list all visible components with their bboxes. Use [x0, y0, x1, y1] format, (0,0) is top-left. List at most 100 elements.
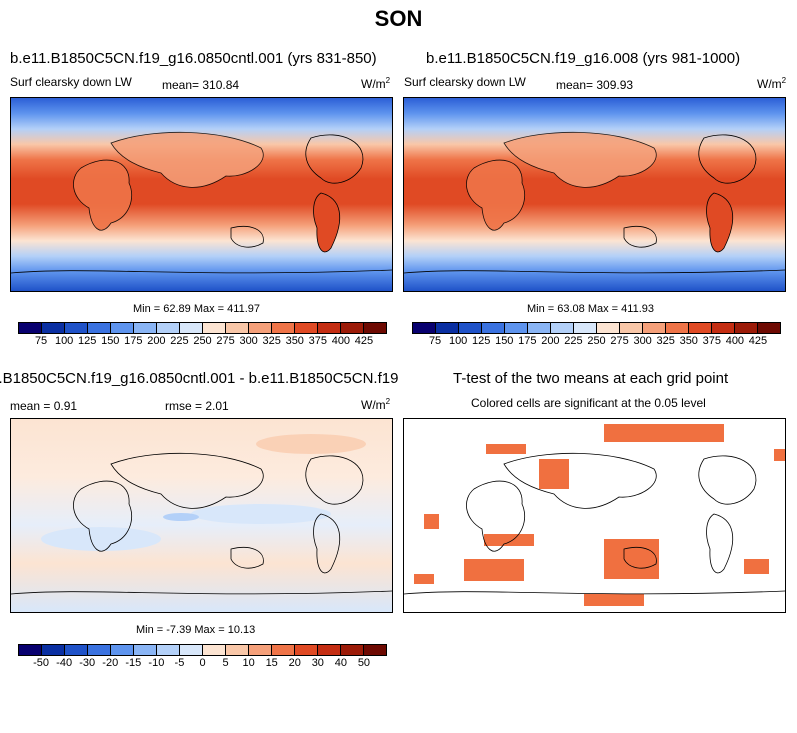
colorbar-tick-label: 300 [633, 335, 652, 347]
season-title: SON [374, 6, 423, 31]
colorbar-tick-label: 325 [656, 335, 675, 347]
colorbar-segment [620, 323, 643, 333]
panel3-field [11, 419, 392, 612]
panel1-title: b.e11.B1850C5CN.f19_g16.0850cntl.001 (yr… [10, 50, 377, 67]
panel3-map [10, 418, 393, 613]
colorbar-segment [226, 323, 249, 333]
colorbar-segment [295, 645, 318, 655]
colorbar-tick-label: 325 [262, 335, 281, 347]
colorbar-tick-label: 0 [199, 657, 206, 669]
colorbar-segment [341, 645, 364, 655]
panel4-subtitle: Colored cells are significant at the 0.0… [471, 396, 706, 410]
colorbar-segment [157, 323, 180, 333]
colorbar-tick-label: 425 [748, 335, 768, 347]
colorbar-tick-label: -30 [79, 657, 96, 669]
panel4-title: T-test of the two means at each grid poi… [453, 370, 729, 387]
panel2-minmax: Min = 63.08 Max = 411.93 [527, 303, 654, 315]
panel2-map [403, 97, 786, 292]
panel4-field [404, 419, 785, 612]
colorbar-segment [65, 323, 88, 333]
colorbar-tick-label: -5 [174, 657, 185, 669]
panel1-map [10, 97, 393, 292]
colorbar-segment [111, 645, 134, 655]
colorbar-segment [42, 323, 65, 333]
colorbar-segment [203, 323, 226, 333]
colorbar-segment [295, 323, 318, 333]
colorbar-segment [505, 323, 528, 333]
colorbar-segment [597, 323, 620, 333]
colorbar-tick-label: 375 [308, 335, 327, 347]
panel3-title: b.e11.B1850C5CN.f19_g16.0850cntl.001 - b… [0, 370, 398, 387]
colorbar-segment [180, 645, 203, 655]
colorbar-tick-label: 150 [101, 335, 120, 347]
colorbar-segment [341, 323, 364, 333]
colorbar-segment [272, 645, 295, 655]
colorbar-segment [364, 645, 386, 655]
panel3-title-clip: b.e11.B1850C5CN.f19_g16.0850cntl.001 - b… [0, 370, 398, 390]
colorbar-tick-label: 150 [495, 335, 514, 347]
colorbar-segment [364, 323, 386, 333]
colorbar-segment [111, 323, 134, 333]
panel1-units: W/m2 [361, 76, 391, 91]
colorbar-segment [42, 645, 65, 655]
colorbar-tick-label: 200 [147, 335, 166, 347]
colorbar-tick-label: 200 [541, 335, 560, 347]
colorbar-segment [436, 323, 459, 333]
colorbar-tick-label: 350 [679, 335, 698, 347]
colorbar-tick-label: 5 [222, 657, 229, 669]
colorbar-tick-label: 350 [285, 335, 304, 347]
colorbar-segment [134, 323, 157, 333]
colorbar-segment [203, 645, 226, 655]
colorbar-segment [88, 323, 111, 333]
colorbar-segment [735, 323, 758, 333]
colorbar-tick-label: 50 [357, 657, 371, 669]
colorbar-segment [528, 323, 551, 333]
colorbar-segment [318, 323, 341, 333]
colorbar-segment [157, 645, 180, 655]
panel4-map [403, 418, 786, 613]
colorbar-segment [758, 323, 780, 333]
panel2-units: W/m2 [757, 76, 787, 91]
colorbar-segment [134, 645, 157, 655]
colorbar-tick-label: 400 [331, 335, 351, 347]
panel3-rmse: rmse = 2.01 [165, 399, 229, 413]
colorbar-tick-label: -40 [56, 657, 73, 669]
colorbar-tick-label: -10 [148, 657, 165, 669]
colorbar-tick-label: 175 [124, 335, 143, 347]
panel1-colorbar [18, 322, 387, 334]
colorbar-tick-label: 125 [78, 335, 97, 347]
colorbar-tick-label: 125 [472, 335, 491, 347]
panel2-colorbar [412, 322, 781, 334]
colorbar-segment [574, 323, 597, 333]
colorbar-tick-label: 30 [311, 657, 324, 669]
colorbar-segment [226, 645, 249, 655]
colorbar-segment [65, 645, 88, 655]
colorbar-tick-label: 250 [193, 335, 212, 347]
colorbar-segment [249, 323, 272, 333]
colorbar-tick-label: 225 [564, 335, 583, 347]
panel3-colorbar [18, 644, 387, 656]
panel1-variable: Surf clearsky down LW [10, 75, 132, 89]
colorbar-segment [482, 323, 505, 333]
colorbar-segment [459, 323, 482, 333]
colorbar-segment [272, 323, 295, 333]
panel2-mean: mean= 309.93 [556, 78, 634, 92]
colorbar-segment [551, 323, 574, 333]
panel3-colorbar-labels: -50 -40 -30 -20 -15 -10 -5 0 5 10 15 20 30 40 50 [18, 657, 387, 671]
panel3-minmax: Min = -7.39 Max = 10.13 [136, 624, 256, 636]
colorbar-tick-label: 425 [354, 335, 374, 347]
panel1-mean: mean= 310.84 [162, 78, 240, 92]
colorbar-tick-label: 250 [587, 335, 606, 347]
panel3-units: W/m2 [361, 397, 391, 412]
colorbar-segment [413, 323, 436, 333]
colorbar-tick-label: -50 [33, 657, 50, 669]
colorbar-tick-label: 400 [725, 335, 745, 347]
colorbar-segment [249, 645, 272, 655]
colorbar-segment [666, 323, 689, 333]
panel2-colorbar-labels: 75 100 125 150 175 200 225 250 275 300 325 350 375 40… [412, 335, 781, 349]
colorbar-segment [689, 323, 712, 333]
colorbar-tick-label: 75 [428, 335, 442, 347]
colorbar-tick-label: -15 [125, 657, 142, 669]
colorbar-tick-label: 15 [265, 657, 278, 669]
colorbar-segment [712, 323, 735, 333]
